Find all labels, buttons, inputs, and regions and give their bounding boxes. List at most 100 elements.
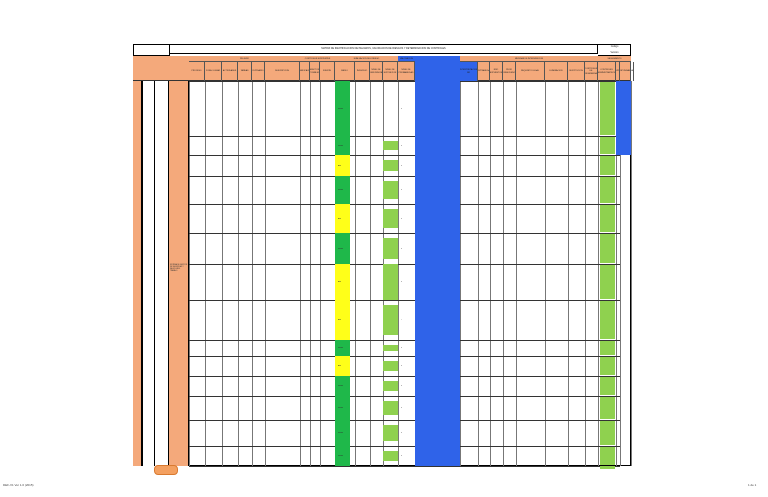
column-header: EPP <box>616 62 620 81</box>
left-column-3 <box>155 81 169 466</box>
status-cell <box>600 265 615 299</box>
code-label: Codigo <box>610 45 619 48</box>
row-level-label: II <box>401 455 402 457</box>
row-risk-label: Medio <box>338 189 343 191</box>
row-level-label: II <box>401 385 402 387</box>
group-header: MEDIDAS DE INTERVENCION <box>460 56 598 62</box>
status-cell <box>600 447 615 465</box>
group-header: CONTROLES EXISTENTES <box>300 56 335 62</box>
column-header: SUSTITUCION <box>568 62 585 81</box>
row-level-label: II <box>401 107 402 110</box>
row-level-label: II <box>401 281 402 283</box>
grid-row-line <box>189 396 620 397</box>
risk-cell-yellow <box>335 204 350 233</box>
grid-column-line <box>598 81 599 466</box>
document-title: MATRIZ DE IDENTIFICACION DE PELIGROS, VA… <box>170 44 598 54</box>
risk-cell-green <box>335 176 350 204</box>
column-header: NRO EXPUESTOS <box>490 62 503 81</box>
grid-row-line <box>189 155 620 156</box>
row-level-label: II <box>401 432 402 434</box>
grid-row-line <box>189 420 620 421</box>
grid-column-line <box>568 81 569 466</box>
row-level-label: I <box>401 319 402 321</box>
grid-column-line <box>620 81 621 466</box>
status-cell <box>600 341 615 355</box>
left-column-4 <box>169 81 189 466</box>
acceptability-cell <box>383 160 398 171</box>
group-header: PELIGRO <box>189 56 300 62</box>
status-cell <box>600 82 615 135</box>
column-header: NIVEL DE PROBABILIDAD <box>398 62 415 81</box>
grid-row-line <box>189 466 620 467</box>
grid-row-line <box>189 136 620 137</box>
grid-column-line <box>222 81 223 466</box>
column-header: CONTROLES DE INGENIERIA <box>585 62 598 81</box>
grid-column-line <box>320 81 321 466</box>
column-header: PEOR CONSECUENCIA <box>503 62 516 81</box>
grid-row-line <box>189 264 620 265</box>
right-blue-panel <box>616 81 631 155</box>
status-cell <box>600 234 615 263</box>
row-level-label: II <box>401 217 402 220</box>
row-risk-label: Medio <box>338 455 343 457</box>
acceptability-cell <box>383 401 398 415</box>
status-cell <box>600 421 615 445</box>
column-header: CONTROLES ADMINISTRATIVOS <box>598 62 616 81</box>
grid-column-line <box>631 81 632 466</box>
risk-cell-green <box>335 376 350 396</box>
grid-column-line <box>545 81 546 466</box>
grid-row-line <box>189 356 620 357</box>
risk-cell-green <box>335 420 350 446</box>
row-level-label: II <box>401 407 402 409</box>
acceptability-cell <box>383 451 398 461</box>
group-header: EVALUACION DEL RIESGO <box>335 56 398 62</box>
grid-column-line <box>398 81 399 466</box>
column-header: NIVEL DE EXPOSICION <box>383 62 398 81</box>
left-column-2 <box>142 81 155 466</box>
column-header: NIVEL DE DEFICIENCIA <box>370 62 383 81</box>
row-level-label: II <box>401 347 402 349</box>
status-cell <box>600 357 615 375</box>
column-header: CLASIFICACION <box>300 62 310 81</box>
column-header: FUENTE <box>320 62 335 81</box>
left-column-1 <box>133 81 142 466</box>
row-level-label: II <box>401 365 402 367</box>
grid-column-line <box>310 81 311 466</box>
column-header: RUTINARIO <box>252 62 265 81</box>
footer-right: 1 de 1 <box>748 483 757 487</box>
risk-cell-green <box>335 396 350 420</box>
grid-column-line <box>300 81 301 466</box>
grid-row-line <box>189 446 620 447</box>
acceptability-cell <box>383 209 398 228</box>
column-header: INDIVIDUO <box>355 62 370 81</box>
column-header: ELIMINACION <box>545 62 568 81</box>
column-header: PROCESO <box>189 62 205 81</box>
status-cell <box>600 205 615 232</box>
status-cell <box>600 156 615 175</box>
grid-column-line <box>189 81 190 466</box>
bottom-marker <box>154 465 178 475</box>
grid-column-line <box>503 81 504 466</box>
grid-column-line <box>370 81 371 466</box>
row-risk-label: Alto <box>338 281 342 283</box>
acceptability-cell <box>383 345 398 351</box>
risk-cell-yellow <box>335 264 350 300</box>
risk-cell-yellow <box>335 155 350 176</box>
valuation-band <box>415 56 460 466</box>
row-risk-label: Alto <box>338 164 342 167</box>
column-header: EFECTOS POSIBLES <box>310 62 320 81</box>
column-header: RESPONSABLE <box>620 62 631 81</box>
row-level-label: II <box>401 144 402 147</box>
group-header: VALORACION <box>398 56 415 62</box>
row-risk-label: Medio <box>338 407 343 409</box>
logo-box <box>133 44 170 56</box>
row-risk-label: Medio <box>338 347 343 349</box>
grid-row-line <box>189 300 620 301</box>
status-cell <box>600 397 615 419</box>
grid-column-line <box>205 81 206 466</box>
status-cell <box>600 377 615 395</box>
status-cell <box>600 137 615 154</box>
grid-row-line <box>189 233 620 234</box>
row-level-label: II <box>401 189 402 191</box>
row-risk-label: Medio <box>338 107 343 110</box>
